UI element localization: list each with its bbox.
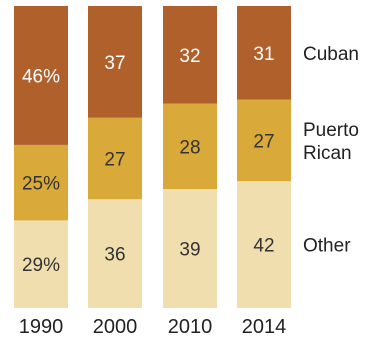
data-label-other-2010: 39 xyxy=(179,240,200,261)
data-label-puerto-rican-1990: 25% xyxy=(22,174,60,195)
data-label-puerto-rican-2014: 27 xyxy=(253,131,274,152)
data-label-other-2014: 42 xyxy=(253,236,274,257)
bar-segment-cuban-1990 xyxy=(14,6,68,145)
bar-segment-puerto-rican-1990 xyxy=(14,144,68,221)
legend-label-other: Other xyxy=(303,236,351,257)
x-tick-label-2014: 2014 xyxy=(242,316,287,338)
x-tick-label-1990: 1990 xyxy=(19,316,64,338)
bar-segment-puerto-rican-2000 xyxy=(88,117,142,200)
bar-segment-cuban-2010 xyxy=(163,6,217,104)
bar-segment-cuban-2014 xyxy=(237,6,291,100)
legend-label-cuban: Cuban xyxy=(303,44,359,65)
data-label-other-1990: 29% xyxy=(22,255,60,276)
legend-label-puerto-rican-line-2: Rican xyxy=(303,143,352,164)
legend-label-other-line-1: Other xyxy=(303,236,351,257)
bar-segment-puerto-rican-2014 xyxy=(237,99,291,182)
bar-segment-other-1990 xyxy=(14,220,68,308)
bar-segment-puerto-rican-2010 xyxy=(163,103,217,190)
data-label-cuban-1990: 46% xyxy=(22,66,60,87)
bar-segment-cuban-2000 xyxy=(88,6,142,118)
data-label-puerto-rican-2010: 28 xyxy=(179,137,200,158)
bar-segment-other-2014 xyxy=(237,181,291,308)
x-tick-label-2000: 2000 xyxy=(93,316,138,338)
data-label-cuban-2010: 32 xyxy=(179,46,200,67)
data-label-puerto-rican-2000: 27 xyxy=(104,150,125,171)
bar-segment-other-2000 xyxy=(88,199,142,308)
data-label-cuban-2000: 37 xyxy=(104,53,125,74)
data-label-other-2000: 36 xyxy=(104,245,125,266)
x-tick-label-2010: 2010 xyxy=(168,316,213,338)
bar-segment-other-2010 xyxy=(163,189,217,308)
legend-label-puerto-rican-line-1: Puerto xyxy=(303,120,359,141)
legend-label-cuban-line-1: Cuban xyxy=(303,44,359,65)
data-label-cuban-2014: 31 xyxy=(253,44,274,65)
